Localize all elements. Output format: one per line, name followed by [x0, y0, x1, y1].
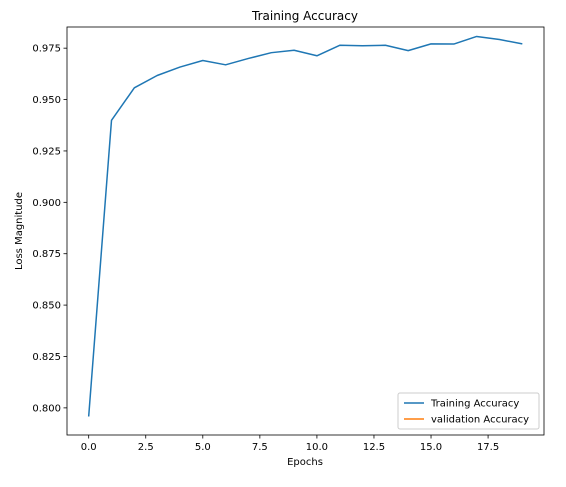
x-axis-label: Epochs [287, 457, 323, 468]
y-tick-label: 0.850 [32, 301, 61, 312]
plot-frame [66, 26, 545, 436]
y-tick-label: 0.900 [32, 198, 61, 209]
y-tick-label: 0.825 [32, 352, 61, 363]
x-tick-label: 17.5 [477, 442, 499, 453]
x-axis: 0.0 2.5 5.0 7.5 10.0 12.5 15.0 17.5 [81, 435, 499, 453]
x-tick-label: 7.5 [252, 442, 268, 453]
y-tick-label: 0.950 [32, 95, 61, 106]
x-tick-label: 12.5 [363, 442, 385, 453]
y-tick-label: 0.925 [32, 146, 61, 157]
chart-title: Training Accuracy [251, 9, 358, 23]
plot-area [66, 26, 545, 436]
legend: Training Accuracy validation Accuracy [397, 392, 540, 430]
legend-label: Training Accuracy [430, 399, 519, 410]
x-tick-label: 5.0 [195, 442, 211, 453]
x-tick-label: 10.0 [306, 442, 328, 453]
x-tick-label: 0.0 [81, 442, 97, 453]
x-tick-label: 15.0 [420, 442, 442, 453]
x-tick-label: 2.5 [138, 442, 154, 453]
y-axis-label: Loss Magnitude [14, 192, 25, 270]
y-tick-label: 0.975 [32, 44, 61, 55]
y-axis: 0.800 0.825 0.850 0.875 0.900 0.925 0.950 0.975 [32, 44, 67, 414]
y-tick-label: 0.800 [32, 403, 61, 414]
series-line-0 [87, 35, 523, 417]
y-tick-label: 0.875 [32, 249, 61, 260]
legend-label: validation Accuracy [431, 415, 529, 426]
legend-box [397, 392, 540, 430]
series-layer [87, 35, 523, 417]
